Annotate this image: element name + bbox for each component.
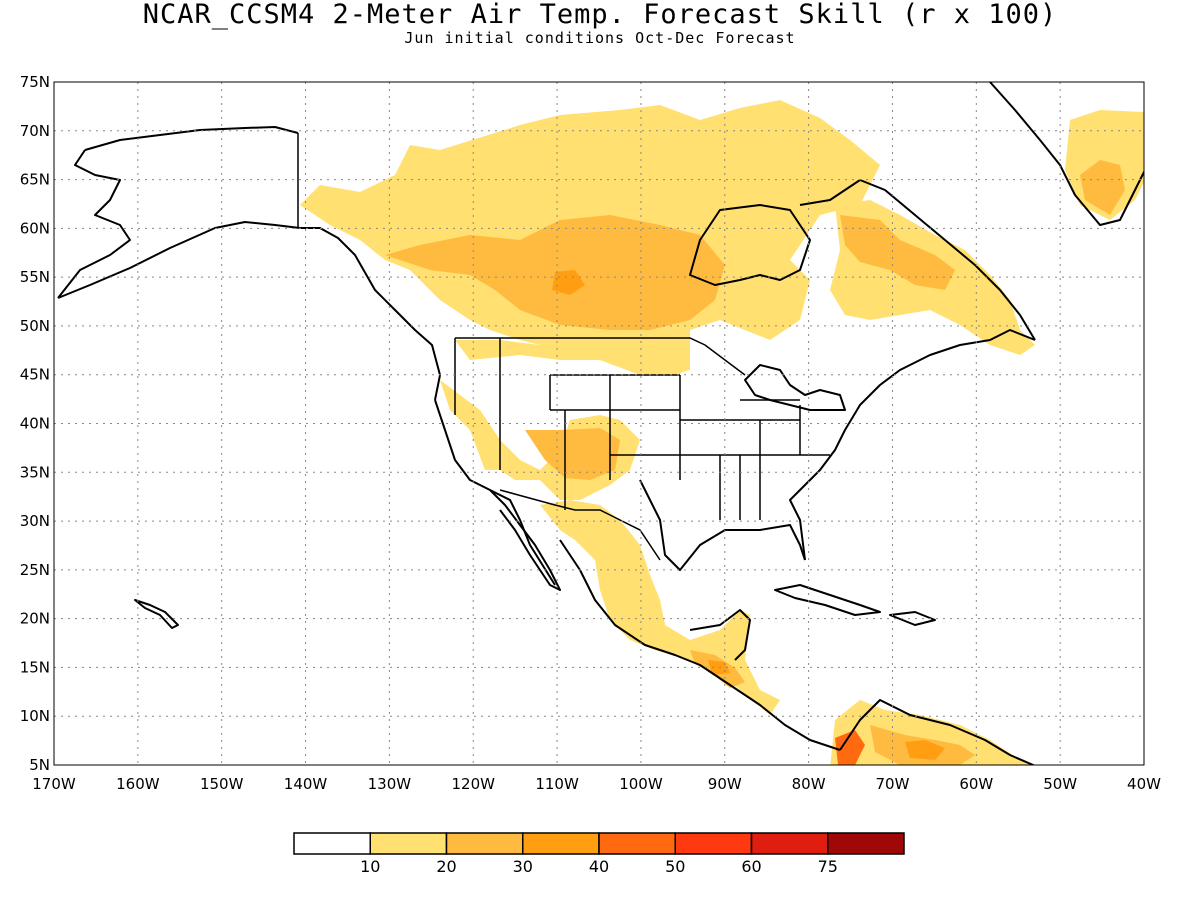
- longitude-label: 140W: [284, 775, 328, 793]
- longitude-label: 150W: [200, 775, 244, 793]
- latitude-label: 5N: [29, 756, 50, 774]
- latitude-label: 50N: [20, 317, 50, 335]
- colorbar-bin: [445, 832, 524, 855]
- greenland-coast: [989, 82, 1144, 226]
- chart-title: NCAR_CCSM4 2-Meter Air Temp. Forecast Sk…: [142, 0, 1058, 30]
- longitude-label: 170W: [32, 775, 76, 793]
- latitude-label: 20N: [20, 610, 50, 628]
- latitude-label: 55N: [20, 268, 50, 286]
- longitude-label: 160W: [116, 775, 160, 793]
- colorbar-bin: [750, 832, 829, 855]
- cuba: [774, 584, 881, 616]
- longitude-labels: 170W 160W 150W 140W 130W 120W 110W 100W 90W 80W 70…: [32, 775, 1161, 793]
- latitude-label: 75N: [20, 73, 50, 91]
- mexico-west-coast: [559, 539, 841, 751]
- longitude-label: 70W: [876, 775, 910, 793]
- colorbar-bin: [522, 832, 600, 855]
- longitude-label: 50W: [1043, 775, 1077, 793]
- map-frame: [53, 81, 1145, 766]
- latitude-label: 60N: [20, 219, 50, 237]
- colorbar-label: 40: [589, 857, 609, 876]
- great-lakes: [744, 364, 846, 411]
- latitude-label: 25N: [20, 561, 50, 579]
- colorbar-bin: [369, 832, 448, 855]
- alaska-west-coast: [57, 149, 131, 299]
- longitude-label: 100W: [619, 775, 663, 793]
- yucatan: [689, 609, 751, 661]
- gulf-coast: [639, 479, 806, 571]
- south-america-coast: [839, 699, 1036, 765]
- colorbar-label: 20: [436, 857, 456, 876]
- coastlines: [57, 82, 1144, 765]
- latitude-label: 35N: [20, 463, 50, 481]
- skill-region-quebec-core: [840, 215, 955, 290]
- colorbar-bin: [598, 832, 676, 855]
- hawaii: [134, 599, 179, 629]
- skill-region-greenland-core: [1080, 160, 1125, 215]
- latitude-labels: 5N 10N 15N 20N 25N 30N 35N 40N 45N 50N 55N 60N 65N 70…: [20, 73, 50, 774]
- skill-region-us-north: [455, 340, 690, 375]
- map-content: [54, 82, 1144, 765]
- latitude-label: 65N: [20, 171, 50, 189]
- state-borders-west: [454, 338, 720, 510]
- colorbar-label: 10: [360, 857, 380, 876]
- latitude-label: 10N: [20, 707, 50, 725]
- colorbar-bin: [293, 832, 371, 855]
- graticule: [54, 82, 1144, 765]
- longitude-label: 130W: [368, 775, 412, 793]
- hudson-bay: [689, 204, 811, 286]
- latitude-label: 70N: [20, 122, 50, 140]
- baja: [489, 489, 561, 591]
- us-mexico-border: [499, 489, 661, 561]
- longitude-label: 40W: [1127, 775, 1161, 793]
- labrador-coast: [799, 179, 1036, 341]
- borders: [297, 133, 830, 561]
- longitude-label: 80W: [792, 775, 826, 793]
- longitude-label: 90W: [708, 775, 742, 793]
- longitude-label: 120W: [451, 775, 495, 793]
- us-canada-border: [455, 337, 746, 376]
- east-coast: [789, 329, 1036, 561]
- longitude-label: 110W: [535, 775, 579, 793]
- latitude-label: 45N: [20, 366, 50, 384]
- colorbar-label: 30: [513, 857, 533, 876]
- alaska-north-coast: [84, 126, 299, 151]
- skill-region-colombia-west: [835, 730, 865, 765]
- colorbar-bin: [827, 832, 905, 855]
- longitude-label: 60W: [959, 775, 993, 793]
- skill-shading-40-50: [835, 730, 865, 765]
- skill-region-us-4corners: [525, 428, 620, 480]
- us-west-coast: [434, 399, 556, 586]
- colorbar-label: 60: [741, 857, 761, 876]
- state-borders-east: [680, 399, 830, 520]
- latitude-label: 30N: [20, 512, 50, 530]
- colorbar-label: 50: [665, 857, 685, 876]
- colorbar-label: 75: [818, 857, 838, 876]
- colorbar-bin: [674, 832, 753, 855]
- latitude-label: 40N: [20, 415, 50, 433]
- skill-region-sa-core: [905, 740, 945, 760]
- chart-subtitle: Jun initial conditions Oct-Dec Forecast: [404, 29, 796, 47]
- latitude-label: 15N: [20, 658, 50, 676]
- hispaniola: [889, 611, 936, 626]
- skill-region-mexico: [540, 500, 780, 715]
- skill-region-canada-core: [552, 270, 585, 295]
- colorbar: 10 20 30 40 50 60 75: [293, 832, 905, 876]
